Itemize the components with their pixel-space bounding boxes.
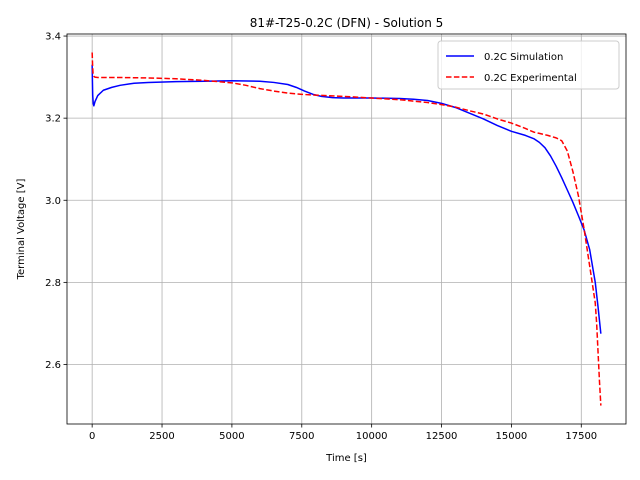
grid bbox=[67, 34, 626, 424]
x-tick-label: 5000 bbox=[219, 431, 244, 442]
x-tick-label: 10000 bbox=[356, 431, 388, 442]
y-axis-label: Terminal Voltage [V] bbox=[16, 179, 27, 281]
legend: 0.2C Simulation 0.2C Experimental bbox=[437, 40, 620, 90]
legend-label-experimental: 0.2C Experimental bbox=[484, 73, 577, 84]
series-lines bbox=[91, 52, 602, 406]
y-tick-label: 3.2 bbox=[45, 114, 61, 125]
y-tick-label: 2.8 bbox=[45, 278, 61, 289]
x-tick-label: 12500 bbox=[426, 431, 458, 442]
y-tick-label: 2.6 bbox=[45, 360, 61, 371]
x-axis-label: Time [s] bbox=[325, 453, 367, 464]
x-tick-label: 15000 bbox=[495, 431, 527, 442]
x-tick-label: 0 bbox=[89, 431, 95, 442]
legend-box bbox=[437, 40, 620, 90]
y-tick-label: 3.0 bbox=[45, 196, 61, 207]
experimental-series-line bbox=[91, 52, 602, 406]
chart-title: 81#-T25-0.2C (DFN) - Solution 5 bbox=[250, 16, 444, 30]
y-tick-label: 3.4 bbox=[45, 32, 61, 43]
x-tick-label: 2500 bbox=[149, 431, 174, 442]
x-tick-label: 7500 bbox=[289, 431, 314, 442]
legend-label-simulation: 0.2C Simulation bbox=[484, 52, 563, 63]
x-tick-label: 17500 bbox=[565, 431, 597, 442]
plot-frame bbox=[66, 33, 627, 425]
ticks: 0 2500 5000 7500 10000 12500 15000 17500 2.6 2.8 3… bbox=[45, 32, 597, 442]
